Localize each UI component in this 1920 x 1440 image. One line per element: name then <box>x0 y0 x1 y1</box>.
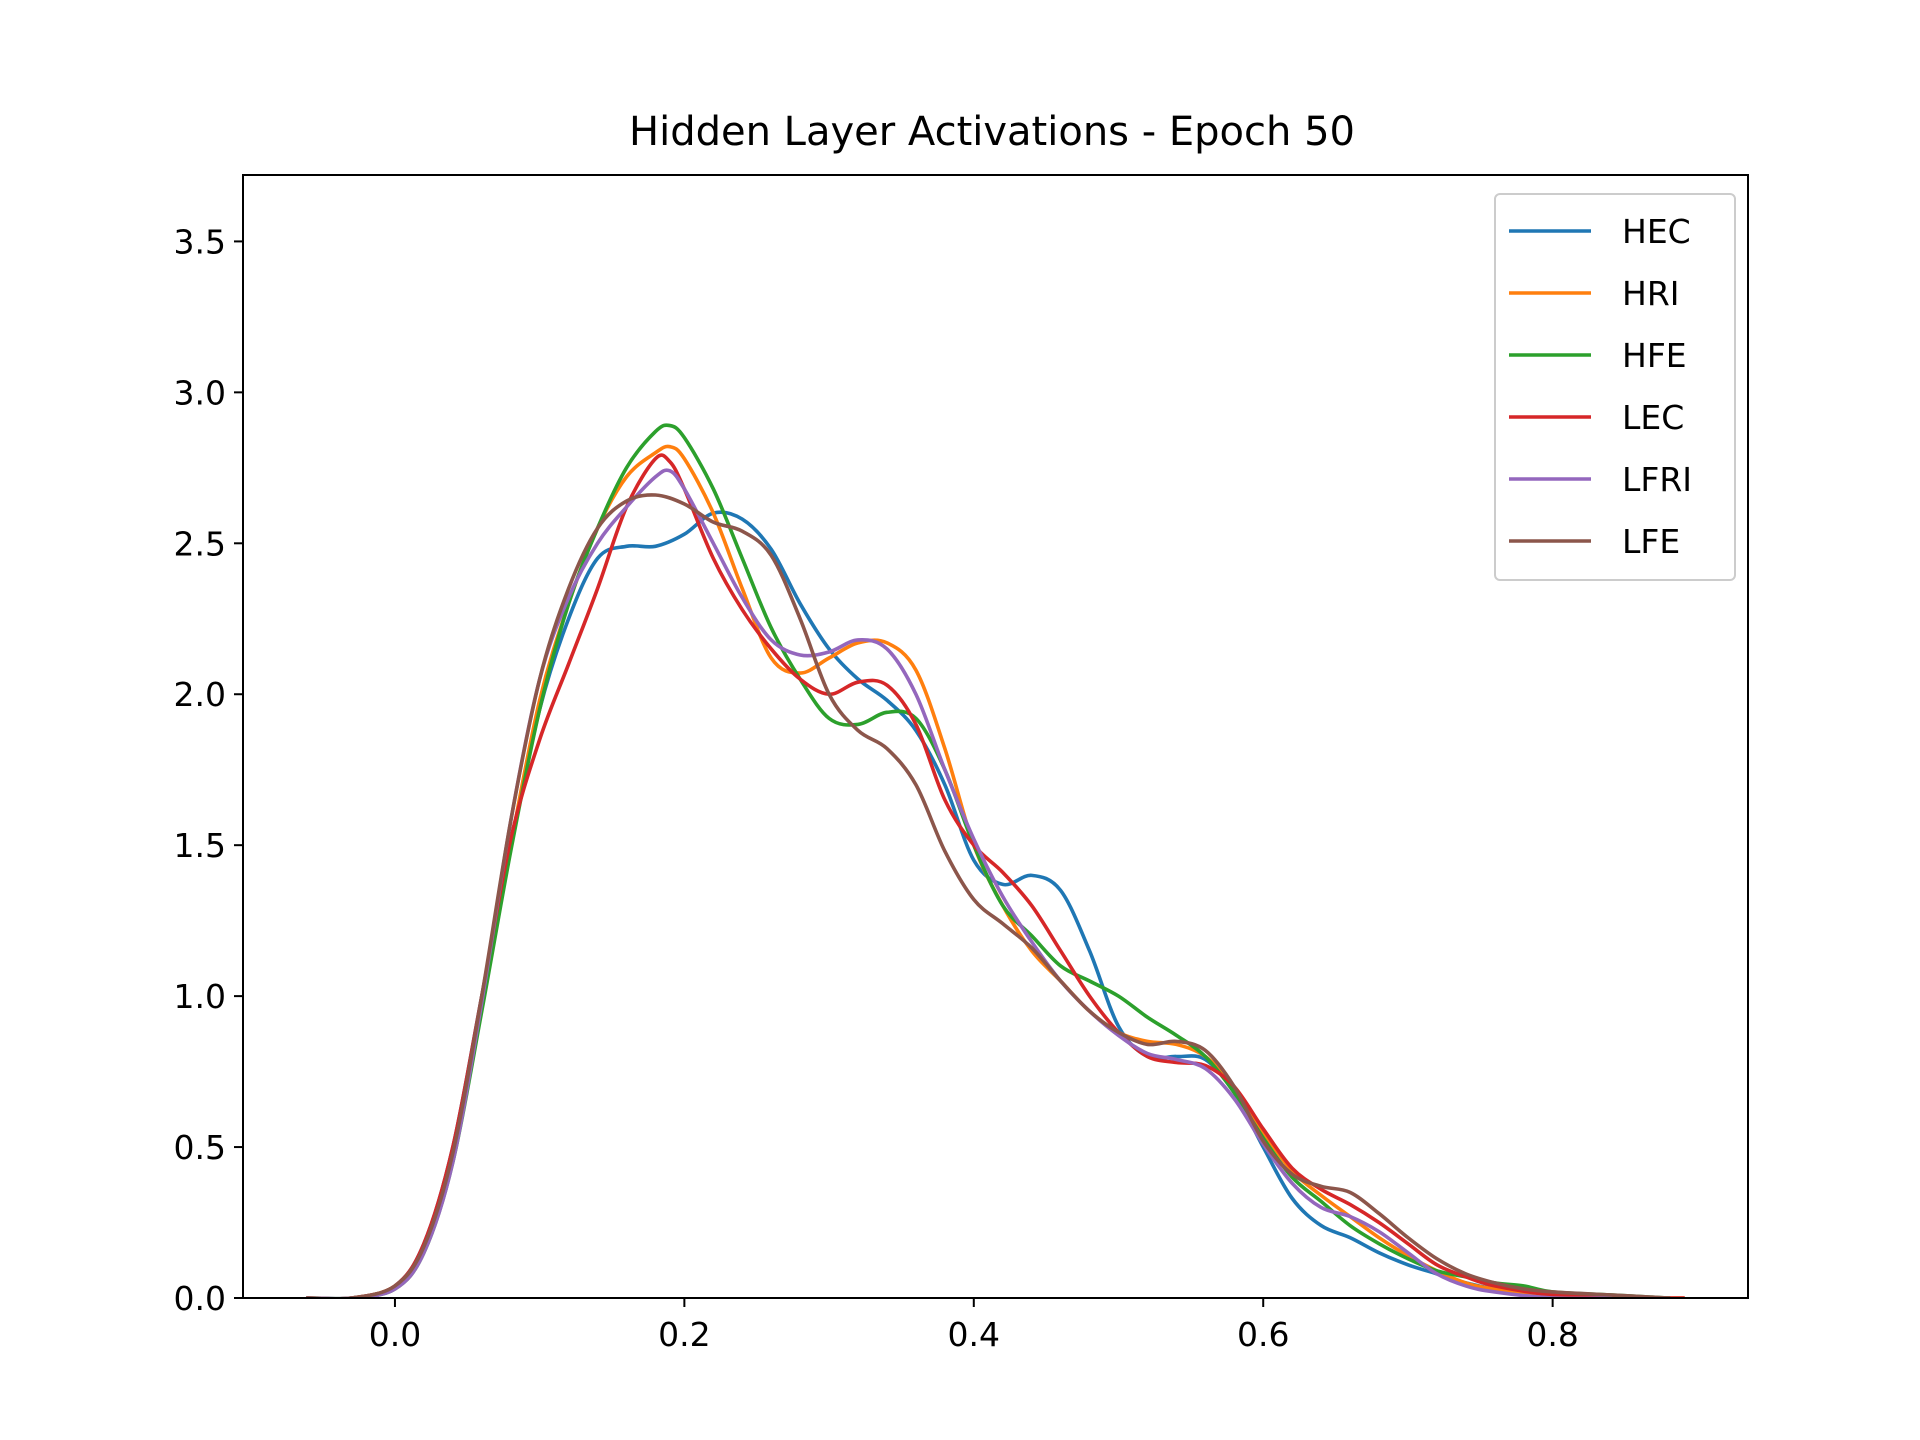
legend: HEC HRI HFE LEC LFRI LFE <box>1494 193 1736 581</box>
legend-label-lfri: LFRI <box>1622 460 1692 499</box>
legend-label-hec: HEC <box>1622 212 1691 251</box>
y-tick-label: 2.5 <box>174 524 226 563</box>
series-line-lfe <box>306 493 1671 1298</box>
x-tick-label: 0.4 <box>948 1315 1000 1354</box>
plot-frame <box>242 174 1749 1299</box>
y-tick-label: 3.0 <box>174 373 226 412</box>
axes-layer: 0.0 0.2 0.4 0.6 0.8 0.0 0.5 1.0 1.5 2.0 2.5 3.0 3.5 <box>174 174 1749 1354</box>
series-line-hec <box>306 510 1671 1298</box>
series-line-hri <box>306 444 1685 1298</box>
x-tick-label: 0.2 <box>658 1315 710 1354</box>
chart-title: Hidden Layer Activations - Epoch 50 <box>629 109 1355 155</box>
y-tick-label: 0.0 <box>174 1279 226 1318</box>
series-layer <box>306 423 1685 1298</box>
y-tick-label: 3.5 <box>174 222 226 261</box>
legend-label-lfe: LFE <box>1622 522 1680 561</box>
legend-label-hri: HRI <box>1622 274 1679 313</box>
legend-label-lec: LEC <box>1622 398 1684 437</box>
legend-box <box>1494 193 1736 581</box>
x-tick-label: 0.6 <box>1237 1315 1289 1354</box>
x-tick-label: 0.0 <box>369 1315 421 1354</box>
legend-label-hfe: HFE <box>1622 336 1687 375</box>
series-line-lec <box>306 453 1685 1298</box>
y-tick-label: 0.5 <box>174 1128 226 1167</box>
y-tick-label: 1.0 <box>174 977 226 1016</box>
series-line-hfe <box>306 423 1671 1298</box>
x-tick-label: 0.8 <box>1526 1315 1578 1354</box>
y-tick-label: 1.5 <box>174 826 226 865</box>
y-tick-label: 2.0 <box>174 675 226 714</box>
